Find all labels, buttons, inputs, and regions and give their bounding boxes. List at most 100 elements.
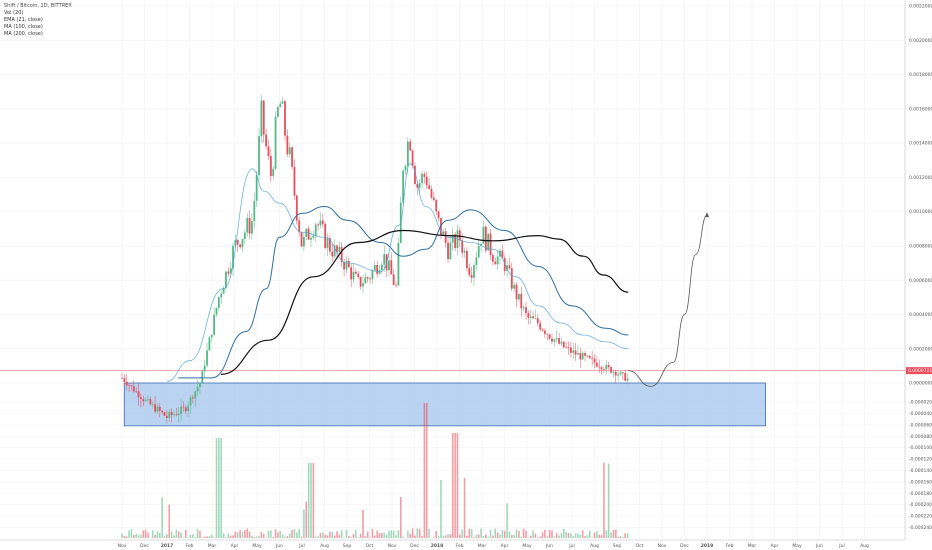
volume-bar — [501, 530, 504, 538]
volume-bar — [480, 528, 482, 538]
volume-bar — [437, 536, 440, 538]
volume-bar — [350, 537, 352, 538]
candle-body — [293, 166, 296, 196]
volume-bar — [537, 537, 539, 538]
candle-body — [595, 362, 598, 367]
price-tick-label: 0.00140000 — [909, 141, 932, 147]
candle-body — [156, 406, 159, 412]
volume-tick-label: -0.00018000 — [909, 491, 932, 497]
candle-body — [130, 385, 133, 387]
candle-body — [432, 197, 435, 200]
volume-bar — [449, 534, 452, 538]
price-tick-label: 0.00160000 — [909, 106, 932, 112]
candle-body — [369, 278, 371, 280]
volume-bar — [123, 535, 126, 538]
candle-body — [180, 406, 182, 414]
candle-body — [310, 237, 312, 240]
candle-body — [279, 103, 282, 108]
volume-bar — [298, 528, 300, 538]
time-tick-label: Mar — [208, 543, 217, 549]
volume-bar — [414, 535, 416, 538]
volume-bar — [421, 536, 423, 538]
candle-body — [201, 371, 204, 383]
candle-body — [461, 240, 464, 253]
candle-body — [501, 250, 504, 259]
candle-body — [532, 316, 534, 319]
candle-body — [437, 211, 440, 219]
price-tick-label: 0.00180000 — [909, 72, 932, 78]
volume-bar — [296, 532, 298, 538]
candle-body — [217, 297, 220, 308]
price-tick-label: 0.00080000 — [909, 244, 932, 250]
candle-body — [442, 231, 445, 236]
candle-body — [265, 134, 268, 147]
time-tick-label: May — [792, 543, 802, 549]
candle-body — [246, 218, 249, 233]
candle-body — [421, 173, 423, 184]
candle-body — [253, 200, 256, 222]
candle-body — [392, 274, 395, 285]
candle-body — [484, 226, 487, 251]
candle-body — [184, 407, 187, 412]
candle-body — [390, 260, 393, 275]
volume-bar — [485, 534, 487, 538]
volume-bar — [369, 537, 371, 538]
volume-bar — [511, 534, 513, 538]
volume-bar — [239, 530, 241, 538]
candle-body — [473, 265, 475, 278]
candle-body — [591, 357, 594, 359]
volume-tick-label: -0.00002000 — [909, 400, 932, 406]
candle-body — [574, 350, 577, 355]
candle-body — [404, 166, 407, 171]
support-zone[interactable] — [123, 382, 766, 427]
candle-body — [581, 353, 584, 360]
volume-bar — [137, 535, 140, 538]
candle-body — [196, 387, 199, 392]
volume-bar — [487, 536, 489, 538]
candle-body — [470, 274, 473, 278]
volume-bar — [447, 534, 449, 538]
candle-body — [267, 146, 270, 156]
volume-bar — [234, 531, 237, 538]
volume-bar — [175, 529, 178, 538]
volume-bar — [286, 536, 289, 538]
volume-tick-label: -0.00012000 — [909, 457, 932, 463]
time-tick-label: Feb — [726, 543, 734, 549]
candle-body — [621, 372, 624, 374]
volume-bar — [612, 530, 615, 538]
volume-bar — [381, 533, 383, 538]
candle-body — [333, 245, 336, 257]
candle-body — [170, 412, 173, 416]
candle-body — [288, 147, 291, 155]
candle-body — [142, 399, 145, 402]
candle-body — [529, 316, 532, 318]
volume-bar — [312, 463, 315, 538]
volume-bar — [293, 529, 296, 538]
volume-bar — [411, 528, 414, 538]
volume-bar — [440, 479, 442, 538]
volume-bar — [475, 534, 478, 538]
volume-bar — [251, 535, 253, 538]
volume-bar — [192, 534, 194, 538]
volume-tick-label: -0.00022000 — [909, 514, 932, 520]
volume-bar — [454, 433, 456, 538]
ma200-line — [220, 229, 629, 375]
candle-body — [194, 391, 197, 399]
volume-bar — [378, 532, 381, 538]
candle-body — [527, 313, 530, 318]
candle-body — [397, 242, 400, 286]
candle-body — [565, 347, 568, 348]
volume-bar — [499, 534, 501, 538]
volume-bar — [310, 463, 312, 538]
volume-bar — [210, 534, 213, 538]
volume-bar — [156, 531, 159, 538]
volume-bar — [329, 531, 331, 538]
legend-ema21: EMA (21, close) — [4, 17, 43, 23]
candle-body — [158, 406, 161, 411]
volume-bar — [241, 532, 244, 538]
candle-body — [239, 244, 242, 248]
volume-bar — [553, 536, 556, 538]
candle-body — [241, 239, 244, 248]
price-tick-label: 0.00060000 — [909, 278, 932, 284]
